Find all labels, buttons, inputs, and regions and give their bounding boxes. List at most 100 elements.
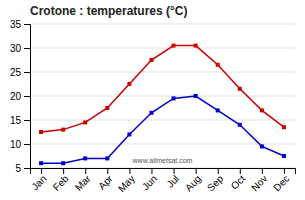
marker: [194, 94, 198, 98]
tick-mark: [24, 96, 30, 97]
tick: Jan: [29, 168, 48, 192]
marker: [238, 123, 242, 127]
tick: 10: [10, 139, 30, 150]
tick: 25: [10, 67, 30, 78]
marker: [172, 44, 176, 48]
tick-label: Jul: [164, 173, 181, 190]
tick-mark: [41, 168, 42, 174]
tick-label: 5: [15, 163, 21, 174]
data: [39, 44, 286, 166]
marker: [39, 161, 43, 165]
chart: Crotone : temperatures (°C) 5 10 15 20 25 30 35…: [0, 0, 305, 200]
grid-line: [30, 48, 295, 49]
tick-mark: [196, 168, 197, 174]
tick-label: 10: [10, 139, 22, 150]
tick-label: 20: [10, 91, 22, 102]
marker: [260, 108, 264, 112]
tick: 35: [10, 19, 30, 30]
tick-label: Jun: [140, 173, 159, 192]
tick-mark: [63, 168, 64, 174]
plot: 5 10 15 20 25 30 35 JanFebMarAprMayJun JulAugSep…: [10, 19, 296, 194]
grid-line: [30, 24, 295, 25]
tick-label: Feb: [51, 173, 71, 193]
x-axis: JanFebMarAprMayJun JulAugSepOctNovDec: [29, 168, 295, 194]
marker: [149, 111, 153, 115]
tick: Feb: [51, 168, 71, 193]
tick-mark: [129, 168, 130, 174]
tick-mark: [151, 168, 152, 174]
tick: Apr: [96, 168, 115, 192]
grid: [30, 24, 295, 168]
tick-label: Mar: [73, 172, 93, 192]
tick-label: Apr: [96, 172, 115, 191]
marker: [282, 154, 286, 158]
tick-mark: [262, 168, 263, 174]
tick: Jul: [164, 168, 181, 190]
tick-label: May: [116, 173, 137, 194]
grid-line: [30, 120, 295, 121]
marker: [149, 58, 153, 62]
tick-mark: [24, 24, 30, 25]
tick-label: Aug: [183, 173, 203, 193]
tick-label: Dec: [271, 173, 291, 193]
marker: [127, 132, 131, 136]
tick-label: Oct: [229, 173, 248, 192]
marker: [83, 120, 87, 124]
tick: Mar: [73, 168, 93, 193]
marker: [105, 106, 109, 110]
series-line: [41, 96, 284, 163]
marker: [61, 128, 65, 132]
marker: [127, 82, 131, 86]
tick-mark: [284, 168, 285, 174]
annotations: www.allmetsat.com: [132, 157, 193, 164]
marker: [216, 108, 220, 112]
tick: Sep: [205, 168, 226, 193]
marker: [282, 125, 286, 129]
tick: Jun: [140, 168, 159, 192]
tick-label: Jan: [29, 173, 48, 192]
tick: 15: [10, 115, 30, 126]
marker: [61, 161, 65, 165]
tick-mark: [85, 168, 86, 174]
tick-mark: [240, 168, 241, 174]
tick-mark: [24, 120, 30, 121]
marker: [172, 96, 176, 100]
marker: [39, 130, 43, 134]
tick-label: 35: [10, 19, 22, 30]
tick-label: 25: [10, 67, 22, 78]
grid-line: [30, 72, 295, 73]
watermark: www.allmetsat.com: [132, 157, 193, 164]
tick-mark: [218, 168, 219, 174]
tick: 30: [10, 43, 30, 54]
tick: 20: [10, 91, 30, 102]
series-line: [41, 46, 284, 132]
tick-mark: [24, 72, 30, 73]
marker: [194, 44, 198, 48]
tick-label: 15: [10, 115, 22, 126]
tick: Nov: [249, 168, 269, 193]
marker: [83, 156, 87, 160]
axis-line: [24, 25, 31, 169]
tick: May: [116, 168, 137, 194]
tick-mark: [107, 168, 108, 174]
tick-mark: [24, 48, 30, 49]
tick-label: 30: [10, 43, 22, 54]
grid-line: [30, 96, 295, 97]
marker: [216, 63, 220, 67]
marker: [105, 156, 109, 160]
tick-label: Sep: [205, 173, 226, 194]
grid-line: [30, 144, 295, 145]
tick-mark: [24, 144, 30, 145]
tick-mark: [174, 168, 175, 174]
tick-label: Nov: [249, 173, 269, 193]
y-axis: 5 10 15 20 25 30 35: [10, 19, 31, 174]
tick: 5: [15, 163, 30, 174]
marker: [260, 144, 264, 148]
tick-mark: [24, 168, 30, 169]
axis-line: [31, 169, 296, 175]
marker: [238, 87, 242, 91]
tick: Aug: [183, 168, 203, 193]
title: Crotone : temperatures (°C): [30, 4, 187, 18]
tick: Dec: [271, 168, 291, 193]
tick: Oct: [229, 168, 248, 192]
